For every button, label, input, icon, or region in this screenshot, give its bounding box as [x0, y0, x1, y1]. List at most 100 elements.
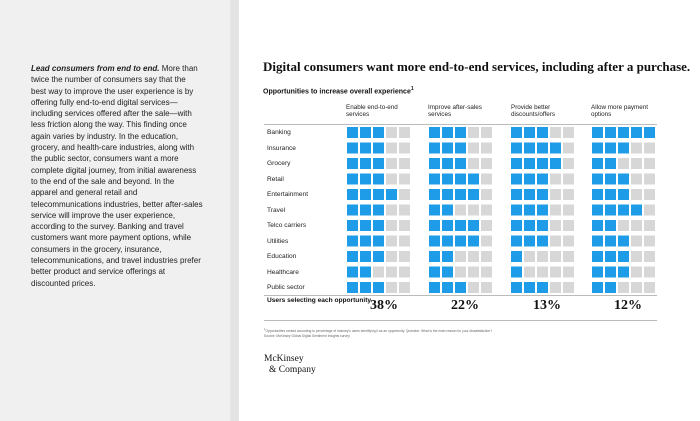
grid-square-entertainment-col2-1-filled: [429, 189, 440, 200]
footnote-note: 1Opportunities ranked according to perce…: [264, 327, 694, 334]
grid-square-education-col3-1-filled: [511, 251, 522, 262]
grid-square-telco-carriers-col3-2-filled: [524, 220, 535, 231]
grid-square-public-sector-col4-1-filled: [592, 282, 603, 293]
grid-square-insurance-col3-2-filled: [524, 142, 535, 154]
grid-square-banking-col3-4-empty: [550, 127, 561, 138]
grid-square-utilities-col2-1-filled: [429, 235, 440, 247]
grid-square-grocery-col1-4-empty: [386, 158, 397, 169]
grid-square-entertainment-col4-3-filled: [618, 189, 629, 200]
column-header-after-sales: Improve after-sales services: [428, 104, 482, 119]
grid-square-travel-col1-4-empty: [386, 204, 397, 216]
grid-square-travel-col1-1-filled: [347, 204, 358, 216]
grid-square-education-col1-1-filled: [347, 251, 358, 262]
sidebar-panel: Lead consumers from end to end. More tha…: [0, 0, 230, 421]
summary-value-after-sales: 22%: [451, 298, 479, 313]
grid-square-insurance-col1-4-empty: [386, 142, 397, 154]
grid-square-telco-carriers-col2-3-filled: [455, 220, 466, 231]
grid-square-banking-col2-1-filled: [429, 127, 440, 138]
grid-square-travel-col4-5-empty: [644, 204, 655, 216]
grid-square-utilities-col4-3-filled: [618, 235, 629, 247]
grid-square-education-col1-5-empty: [399, 251, 410, 262]
logo-line-1: McKinsey: [264, 354, 304, 364]
grid-square-entertainment-col1-4-filled: [386, 189, 397, 200]
grid-square-banking-col1-2-filled: [360, 127, 371, 138]
grid-square-healthcare-col2-1-filled: [429, 266, 440, 278]
grid-square-travel-col2-5-empty: [481, 204, 492, 216]
grid-square-entertainment-col4-5-empty: [644, 189, 655, 200]
grid-square-grocery-col3-5-empty: [563, 158, 574, 169]
grid-square-education-col4-1-filled: [592, 251, 603, 262]
grid-square-public-sector-col1-1-filled: [347, 282, 358, 293]
grid-square-retail-col3-1-filled: [511, 173, 522, 185]
grid-square-education-col1-2-filled: [360, 251, 371, 262]
grid-square-education-col4-2-filled: [605, 251, 616, 262]
grid-square-banking-col1-4-empty: [386, 127, 397, 138]
intro-lead: Lead consumers from end to end.: [31, 64, 160, 73]
grid-square-entertainment-col4-1-filled: [592, 189, 603, 200]
grid-square-banking-col3-3-filled: [537, 127, 548, 138]
grid-square-banking-col3-2-filled: [524, 127, 535, 138]
grid-square-insurance-col4-5-empty: [644, 142, 655, 154]
grid-square-public-sector-col4-5-empty: [644, 282, 655, 293]
grid-square-education-col3-3-empty: [537, 251, 548, 262]
grid-square-utilities-col4-1-filled: [592, 235, 603, 247]
grid-square-utilities-col4-4-empty: [631, 235, 642, 247]
grid-square-public-sector-col2-2-filled: [442, 282, 453, 293]
grid-square-telco-carriers-col4-3-empty: [618, 220, 629, 231]
grid-square-education-col1-4-empty: [386, 251, 397, 262]
grid-square-healthcare-col1-5-empty: [399, 266, 410, 278]
grid-square-grocery-col1-1-filled: [347, 158, 358, 169]
grid-square-banking-col4-2-filled: [605, 127, 616, 138]
grid-square-healthcare-col3-3-empty: [537, 266, 548, 278]
summary-value-payment: 12%: [614, 298, 642, 313]
grid-square-utilities-col2-2-filled: [442, 235, 453, 247]
grid-square-retail-col2-5-empty: [481, 173, 492, 185]
grid-square-healthcare-col4-4-empty: [631, 266, 642, 278]
grid-square-retail-col4-2-filled: [605, 173, 616, 185]
grid-square-utilities-col4-5-empty: [644, 235, 655, 247]
grid-square-healthcare-col4-5-empty: [644, 266, 655, 278]
grid-square-banking-col2-3-filled: [455, 127, 466, 138]
row-label-retail: Retail: [267, 176, 284, 183]
grid-square-telco-carriers-col4-1-filled: [592, 220, 603, 231]
grid-square-retail-col4-5-empty: [644, 173, 655, 185]
grid-square-telco-carriers-col2-5-empty: [481, 220, 492, 231]
grid-square-retail-col1-3-filled: [373, 173, 384, 185]
grid-square-grocery-col3-4-filled: [550, 158, 561, 169]
grid-square-entertainment-col3-2-filled: [524, 189, 535, 200]
grid-square-banking-col1-3-filled: [373, 127, 384, 138]
grid-square-utilities-col1-5-empty: [399, 235, 410, 247]
grid-square-healthcare-col1-1-filled: [347, 266, 358, 278]
grid-square-education-col2-3-empty: [455, 251, 466, 262]
grid-square-healthcare-col4-3-filled: [618, 266, 629, 278]
grid-square-entertainment-col3-1-filled: [511, 189, 522, 200]
grid-square-insurance-col3-1-filled: [511, 142, 522, 154]
grid-square-grocery-col4-4-empty: [631, 158, 642, 169]
grid-square-grocery-col2-1-filled: [429, 158, 440, 169]
grid-square-utilities-col1-4-empty: [386, 235, 397, 247]
grid-square-retail-col4-3-filled: [618, 173, 629, 185]
grid-square-utilities-col3-2-filled: [524, 235, 535, 247]
grid-square-public-sector-col3-4-empty: [550, 282, 561, 293]
grid-square-education-col3-2-empty: [524, 251, 535, 262]
grid-square-retail-col1-5-empty: [399, 173, 410, 185]
grid-square-public-sector-col2-4-empty: [468, 282, 479, 293]
row-label-entertainment: Entertainment: [267, 191, 309, 198]
grid-square-utilities-col2-4-filled: [468, 235, 479, 247]
chart-subtitle: Opportunities to increase overall experi…: [263, 86, 414, 95]
grid-square-education-col3-5-empty: [563, 251, 574, 262]
grid-square-insurance-col2-1-filled: [429, 142, 440, 154]
grid-square-insurance-col3-5-empty: [563, 142, 574, 154]
grid-square-entertainment-col3-3-filled: [537, 189, 548, 200]
grid-square-telco-carriers-col2-4-filled: [468, 220, 479, 231]
grid-square-travel-col4-2-filled: [605, 204, 616, 216]
row-label-healthcare: Healthcare: [267, 269, 299, 276]
grid-square-utilities-col1-1-filled: [347, 235, 358, 247]
row-label-education: Education: [267, 253, 297, 260]
grid-square-banking-col4-4-filled: [631, 127, 642, 138]
grid-square-travel-col3-1-filled: [511, 204, 522, 216]
grid-square-education-col4-3-filled: [618, 251, 629, 262]
grid-square-grocery-col4-2-filled: [605, 158, 616, 169]
grid-square-travel-col3-2-filled: [524, 204, 535, 216]
grid-square-retail-col1-4-empty: [386, 173, 397, 185]
